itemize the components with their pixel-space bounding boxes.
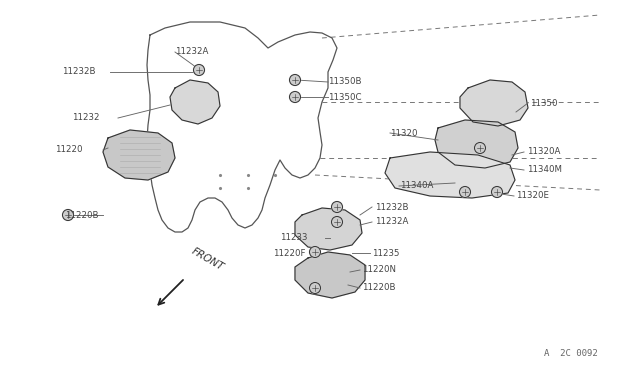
Circle shape	[289, 92, 301, 103]
Circle shape	[289, 74, 301, 86]
Text: 11232A: 11232A	[375, 218, 408, 227]
Circle shape	[332, 217, 342, 228]
Text: FRONT: FRONT	[190, 246, 226, 272]
Text: 11235: 11235	[372, 248, 399, 257]
Circle shape	[193, 64, 205, 76]
Polygon shape	[385, 152, 515, 198]
Text: 11320A: 11320A	[527, 148, 561, 157]
Text: 11232B: 11232B	[375, 202, 408, 212]
Text: 11232: 11232	[72, 113, 99, 122]
Text: 11232B: 11232B	[62, 67, 95, 77]
Polygon shape	[295, 252, 365, 298]
Circle shape	[310, 282, 321, 294]
Polygon shape	[103, 130, 175, 180]
Text: 11350B: 11350B	[328, 77, 362, 87]
Polygon shape	[435, 120, 518, 168]
Text: 11340M: 11340M	[527, 166, 562, 174]
Text: 11320: 11320	[390, 128, 417, 138]
Text: 11220N: 11220N	[362, 266, 396, 275]
Text: 11220B: 11220B	[65, 211, 99, 219]
Circle shape	[63, 209, 74, 221]
Circle shape	[474, 142, 486, 154]
Circle shape	[332, 202, 342, 212]
Text: 11220: 11220	[55, 145, 83, 154]
Text: 11220F: 11220F	[273, 248, 305, 257]
Polygon shape	[460, 80, 528, 126]
Circle shape	[460, 186, 470, 198]
Text: 11350: 11350	[530, 99, 557, 108]
Text: 11232A: 11232A	[175, 48, 209, 57]
Text: 11320E: 11320E	[516, 192, 549, 201]
Text: A  2C 0092: A 2C 0092	[544, 349, 598, 358]
Polygon shape	[295, 208, 362, 250]
Circle shape	[310, 247, 321, 257]
Text: 11220B: 11220B	[362, 283, 396, 292]
Text: 11233: 11233	[280, 234, 307, 243]
Text: 11340A: 11340A	[400, 182, 433, 190]
Polygon shape	[170, 80, 220, 124]
Circle shape	[492, 186, 502, 198]
Text: 11350C: 11350C	[328, 93, 362, 103]
